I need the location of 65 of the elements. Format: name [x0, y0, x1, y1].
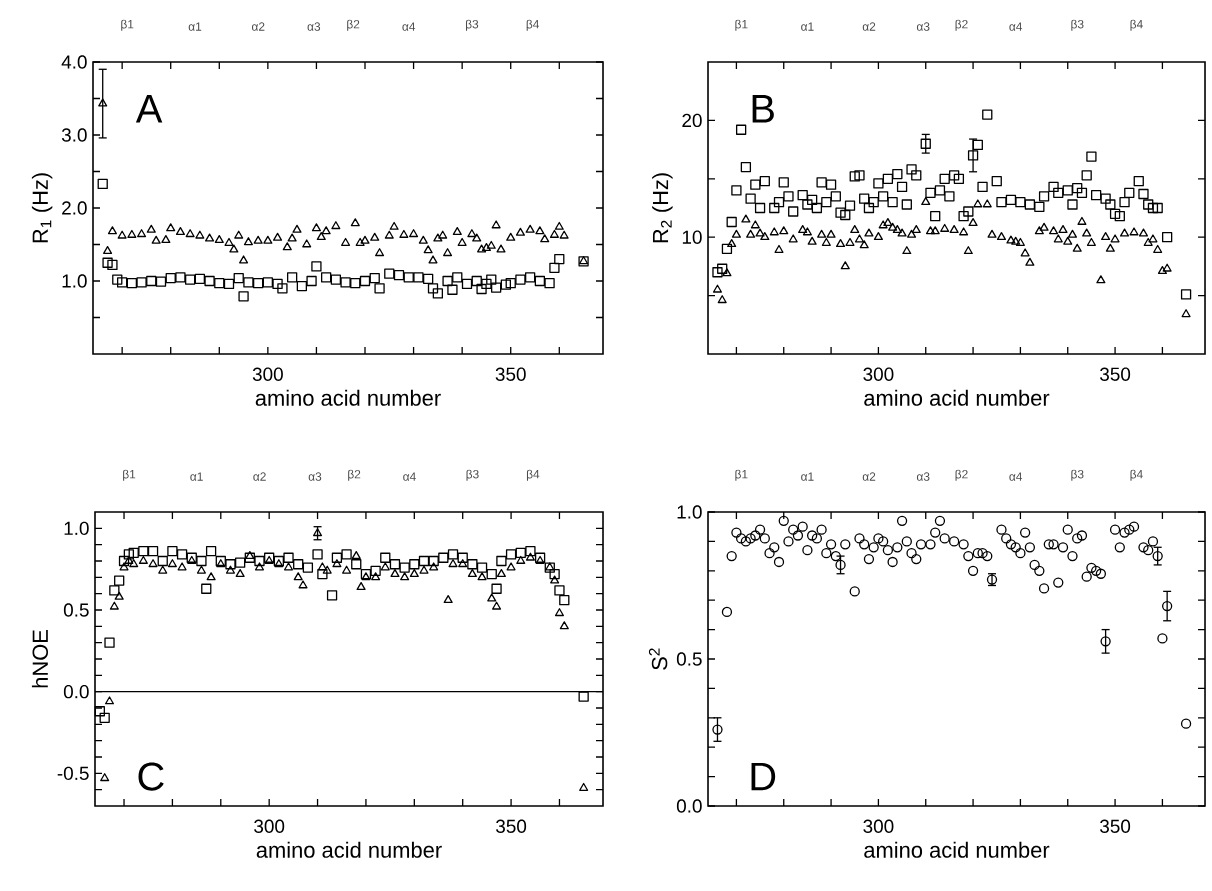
y-tick-label: 10: [682, 230, 702, 244]
annotation: C: [138, 762, 164, 791]
annotation: B: [752, 95, 774, 123]
x-tick-label: 350: [1100, 367, 1131, 381]
text: α4: [403, 472, 416, 481]
text: α1: [801, 22, 814, 31]
x-tick-label: 350: [495, 367, 526, 381]
text: α1: [801, 472, 814, 481]
text: β2: [348, 469, 361, 481]
y-axis-title: R$_{2}$ (Hz): [652, 173, 673, 243]
text: α2: [862, 22, 876, 31]
text: α4: [1009, 472, 1023, 481]
y-tick-label: 0.0: [676, 799, 702, 813]
y-tick-label: 1.0: [64, 521, 89, 536]
y-tick-label: -0.5: [57, 766, 89, 781]
x-tick-label: 350: [496, 819, 527, 833]
y-tick-label: 1.0: [62, 274, 87, 288]
text: β2: [347, 19, 360, 31]
x-tick-label: 350: [1100, 819, 1131, 833]
x-axis-title: amino acid number: [864, 389, 1050, 406]
y-tick-label: 20: [682, 113, 702, 128]
text: β3: [1071, 19, 1084, 31]
text: α3: [307, 22, 321, 31]
text: β2: [955, 19, 968, 31]
text: α1: [190, 472, 203, 481]
annotation: D: [751, 762, 776, 791]
text: β3: [466, 19, 479, 31]
y-tick-label: 2.0: [62, 201, 87, 215]
text: α4: [1009, 22, 1023, 31]
text: α2: [862, 472, 876, 481]
y-tick-label: 4.0: [61, 55, 87, 69]
y-tick-label: 0.5: [676, 652, 702, 666]
text: β1: [123, 469, 136, 481]
annotation: A: [135, 95, 163, 123]
x-tick-label: 300: [252, 367, 283, 381]
y-axis-title: hNOE: [31, 630, 49, 688]
y-tick-label: 3.0: [61, 128, 87, 142]
text: β4: [526, 469, 540, 481]
text: α3: [308, 472, 322, 481]
text: α3: [916, 22, 930, 31]
x-axis-title: amino acid number: [256, 841, 442, 858]
text: β2: [955, 469, 968, 481]
text: β1: [735, 19, 748, 31]
text: α1: [188, 22, 202, 31]
x-tick-label: 300: [254, 819, 285, 833]
text: β3: [1071, 469, 1084, 481]
text: α2: [251, 22, 265, 31]
text: α2: [253, 472, 266, 481]
text: β4: [1130, 469, 1143, 481]
y-axis-title: S$^{2}$: [648, 648, 668, 670]
text: β4: [1130, 19, 1143, 31]
text: β3: [466, 469, 479, 481]
x-axis-title: amino acid number: [864, 841, 1050, 858]
text: α4: [402, 22, 416, 31]
x-tick-label: 300: [863, 367, 894, 381]
text: α3: [916, 472, 930, 481]
x-axis-title: amino acid number: [255, 389, 441, 406]
text: β4: [526, 19, 540, 31]
y-axis-title: R$_{1}$ (Hz): [31, 173, 53, 243]
y-tick-label: 0.5: [63, 603, 89, 617]
text: β1: [121, 19, 134, 31]
y-tick-label: 1.0: [677, 505, 702, 519]
text: β1: [735, 469, 748, 481]
x-tick-label: 300: [863, 819, 894, 833]
y-tick-label: 0.0: [63, 684, 89, 699]
